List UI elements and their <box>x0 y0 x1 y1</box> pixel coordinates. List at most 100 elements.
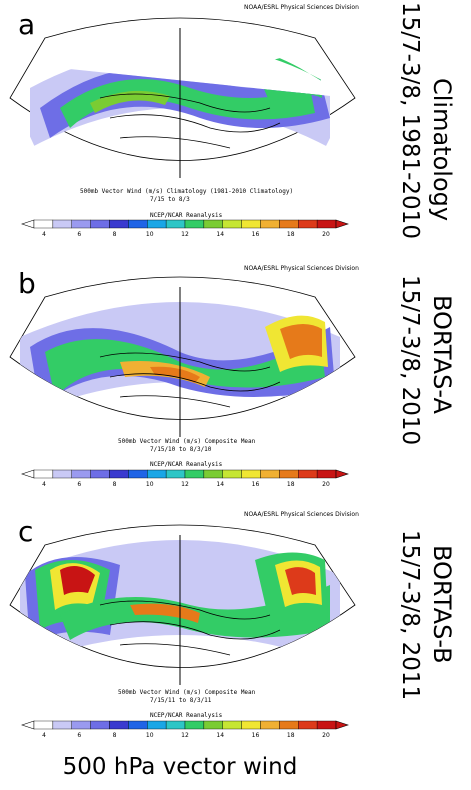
colorbar-tick-label: 12 <box>181 732 189 739</box>
colorbar-cell <box>52 469 72 479</box>
colorbar-tick-label: 14 <box>216 231 224 238</box>
colorbar-gradient: 4 6 8 10 12 14 16 18 20 <box>21 720 349 739</box>
caption-line3: NCEP/NCAR Reanalysis <box>150 712 223 719</box>
colorbar-cell <box>71 720 91 730</box>
colorbar-cell <box>184 720 205 730</box>
colorbar-cell <box>260 469 280 479</box>
colorbar-gradient: 4 6 8 10 12 14 16 18 20 <box>21 469 349 488</box>
colorbar-tick-label: 18 <box>287 732 295 739</box>
colorbar-cell <box>298 720 318 730</box>
panel-a: a NOAA/ESRL Physical Sciences Division 5… <box>0 0 471 255</box>
colorbar-cell <box>222 720 242 730</box>
colorbar-tick-label: 14 <box>216 732 224 739</box>
caption-line1: 500mb Vector Wind (m/s) Composite Mean <box>118 689 256 696</box>
caption-line2: 7/15/11 to 8/3/11 <box>150 697 212 704</box>
colorbar-cell <box>298 469 318 479</box>
colorbar-tick-label: 18 <box>287 481 295 488</box>
colorbar-tick-label: 14 <box>216 481 224 488</box>
colorbar-cell <box>241 720 261 730</box>
colorbar-cell <box>203 219 223 229</box>
colorbar-cell <box>52 219 72 229</box>
side-dates: 15/7-3/8, 1981-2010 <box>397 2 423 239</box>
colorbar-cell <box>316 720 337 730</box>
side-label: Climatology <box>428 78 456 222</box>
colorbar-cell <box>260 720 280 730</box>
colorbar-tick-label: 8 <box>113 231 117 238</box>
colorbar-cell <box>316 219 337 229</box>
colorbar-cell <box>90 720 110 730</box>
colorbar-cell <box>147 720 167 730</box>
colorbar-cell <box>165 469 186 479</box>
wind-map <box>9 276 356 437</box>
colorbar-tick-label: 16 <box>252 481 260 488</box>
colorbar-gradient: 4 6 8 10 12 14 16 18 20 <box>21 219 349 238</box>
side-label: BORTAS-B <box>428 545 456 664</box>
colorbar-cell <box>260 219 280 229</box>
colorbar-cell <box>109 469 129 479</box>
colorbar-tick-label: 6 <box>77 481 81 488</box>
colorbar-cell <box>241 219 261 229</box>
wind-map <box>9 17 356 178</box>
caption-line3: NCEP/NCAR Reanalysis <box>150 212 223 219</box>
colorbar-arrow-low <box>21 720 35 730</box>
panel-letter: c <box>18 515 34 548</box>
colorbar-cell <box>165 219 186 229</box>
colorbar-arrow-high <box>335 219 349 229</box>
colorbar-cell <box>241 469 261 479</box>
colorbar-cell <box>298 219 318 229</box>
colorbar-cell <box>147 469 167 479</box>
colorbar-cell <box>279 720 299 730</box>
colorbar: 4 6 8 10 12 14 16 18 20 <box>20 468 350 494</box>
panel-b: b NOAA/ESRL Physical Sciences Division 5… <box>0 255 471 505</box>
side-dates: 15/7-3/8, 2010 <box>397 275 423 446</box>
colorbar-cell <box>33 219 54 229</box>
colorbar-tick-label: 6 <box>77 732 81 739</box>
colorbar-tick-label: 4 <box>42 732 46 739</box>
colorbar-cell <box>316 469 337 479</box>
side-label: BORTAS-A <box>428 295 456 414</box>
colorbar-arrow-high <box>335 469 349 479</box>
colorbar-cell <box>165 720 186 730</box>
colorbar-tick-label: 20 <box>322 231 330 238</box>
colorbar-cell <box>109 219 129 229</box>
caption-line2: 7/15 to 8/3 <box>150 196 190 203</box>
side-dates: 15/7-3/8, 2011 <box>397 530 423 701</box>
colorbar: 4 6 8 10 12 14 16 18 20 <box>20 218 350 244</box>
colorbar-tick-label: 12 <box>181 231 189 238</box>
colorbar-cell <box>90 469 110 479</box>
colorbar: 4 6 8 10 12 14 16 18 20 <box>20 719 350 745</box>
panel-letter: b <box>18 267 36 300</box>
colorbar-cell <box>33 469 54 479</box>
wind-map <box>9 524 356 685</box>
colorbar-tick-label: 8 <box>113 481 117 488</box>
colorbar-tick-label: 20 <box>322 481 330 488</box>
colorbar-cell <box>128 469 148 479</box>
credit-text: NOAA/ESRL Physical Sciences Division <box>244 265 359 272</box>
colorbar-tick-label: 20 <box>322 732 330 739</box>
colorbar-tick-label: 18 <box>287 231 295 238</box>
caption-line2: 7/15/10 to 8/3/10 <box>150 446 212 453</box>
colorbar-arrow-low <box>21 469 35 479</box>
colorbar-cell <box>52 720 72 730</box>
colorbar-tick-label: 10 <box>146 481 154 488</box>
colorbar-cell <box>184 219 205 229</box>
colorbar-tick-label: 16 <box>252 231 260 238</box>
colorbar-tick-label: 12 <box>181 481 189 488</box>
colorbar-cell <box>33 720 54 730</box>
colorbar-tick-label: 16 <box>252 732 260 739</box>
credit-text: NOAA/ESRL Physical Sciences Division <box>244 4 359 11</box>
colorbar-cell <box>279 219 299 229</box>
colorbar-cell <box>203 469 223 479</box>
colorbar-tick-label: 10 <box>146 231 154 238</box>
caption-line1: 500mb Vector Wind (m/s) Climatology (198… <box>80 188 294 195</box>
colorbar-tick-label: 6 <box>77 231 81 238</box>
colorbar-tick-label: 4 <box>42 481 46 488</box>
colorbar-cell <box>222 219 242 229</box>
colorbar-cell <box>128 720 148 730</box>
colorbar-tick-label: 4 <box>42 231 46 238</box>
colorbar-cell <box>71 219 91 229</box>
colorbar-cell <box>71 469 91 479</box>
colorbar-tick-label: 8 <box>113 732 117 739</box>
colorbar-cell <box>128 219 148 229</box>
panel-letter: a <box>18 8 36 41</box>
